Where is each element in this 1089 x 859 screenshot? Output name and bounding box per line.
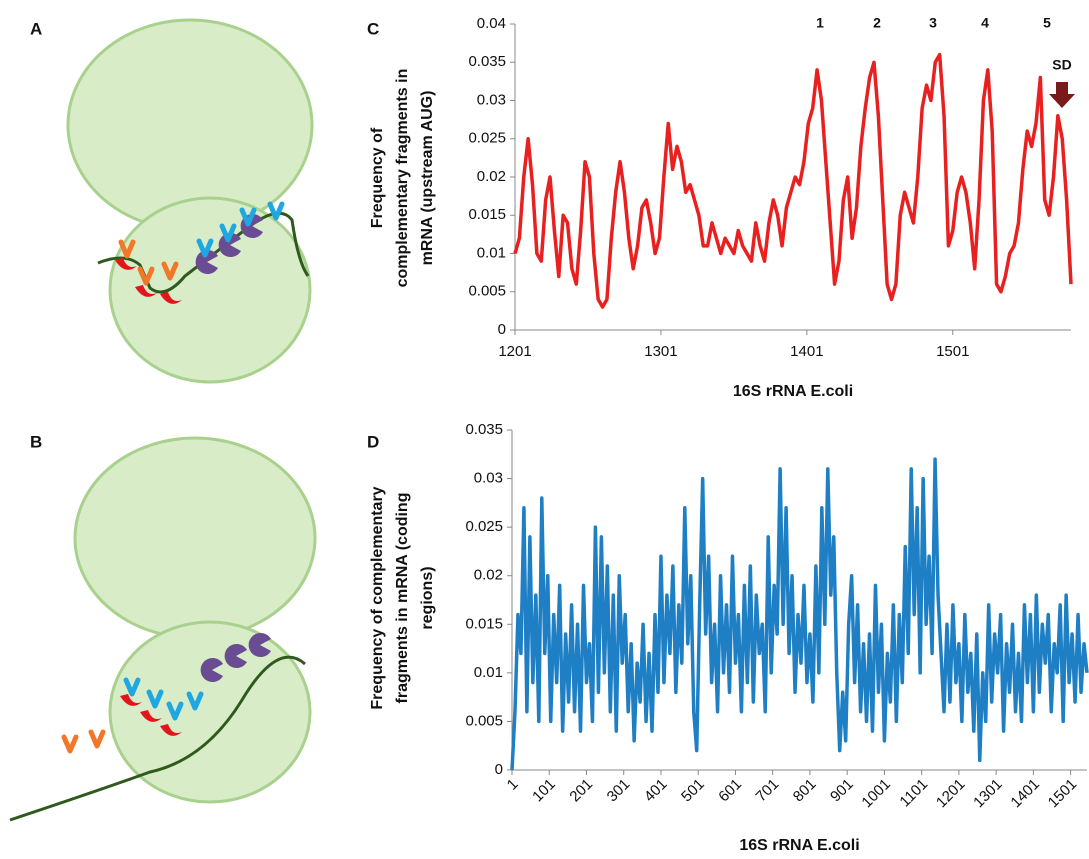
y-tick-label: 0.015 [465,615,503,632]
x-tick-label: 701 [753,776,783,806]
peak-annotation: 5 [1043,15,1051,31]
panel-label: B [30,432,42,451]
y-tick-label: 0.01 [477,244,506,261]
x-tick-label: 601 [715,776,745,806]
data-line [513,52,1073,309]
y-axis-title: complementary fragments in [394,69,411,288]
x-tick-label: 301 [604,776,634,806]
x-tick-label: 1 [504,776,522,794]
x-tick-label: 1001 [858,776,894,812]
y-tick-label: 0.03 [474,470,503,487]
peak-annotation: 3 [929,15,937,31]
x-tick-label: 1401 [790,343,823,360]
panel-label: A [30,19,42,38]
y-tick-label: 0 [495,761,503,778]
x-tick-label: 401 [641,776,671,806]
x-tick-label: 101 [529,776,559,806]
y-axis-title: Frequency of complementary [369,486,386,709]
peak-annotation: 1 [816,15,824,31]
y-tick-label: 0.035 [468,53,506,70]
x-tick-label: 801 [790,776,820,806]
panel-label: C [367,19,379,38]
x-tick-label: 1501 [1045,776,1081,812]
x-tick-label: 201 [566,776,596,806]
x-tick-label: 1501 [936,343,969,360]
y-tick-label: 0 [498,321,506,338]
x-tick-label: 1401 [1007,776,1043,812]
x-axis-title: 16S rRNA E.coli [739,837,859,854]
y-tick-label: 0.005 [468,283,506,300]
y-tick-label: 0.04 [477,15,506,32]
x-tick-label: 501 [678,776,708,806]
y-axis-title: regions) [419,566,436,629]
peak-annotation: 2 [873,15,881,31]
x-tick-label: 1101 [896,776,931,811]
y-tick-label: 0.015 [468,206,506,223]
data-line [510,457,1089,771]
diagram-b: B [9,432,317,822]
x-tick-label: 901 [827,776,857,806]
x-tick-label: 1301 [970,776,1006,812]
y-tick-label: 0.035 [465,421,503,438]
y-tick-label: 0.02 [477,168,506,185]
y-tick-label: 0.02 [474,567,503,584]
x-tick-label: 1201 [498,343,531,360]
x-tick-label: 1201 [933,776,969,812]
x-tick-label: 1301 [644,343,677,360]
panel-label: D [367,432,379,451]
y-tick-label: 0.01 [474,664,503,681]
y-axis-title: fragments in mRNA (coding [394,493,411,704]
y-tick-label: 0.025 [468,130,506,147]
peak-annotation: SD [1052,57,1071,73]
diagram-a: A [30,18,314,384]
y-axis-title: Frequency of [369,127,386,228]
y-tick-label: 0.03 [477,91,506,108]
y-axis-title: mRNA (upstream AUG) [419,91,436,266]
sd-arrow [1049,82,1075,108]
x-axis-title: 16S rRNA E.coli [733,383,853,400]
y-tick-label: 0.025 [465,518,503,535]
y-tick-label: 0.005 [465,712,503,729]
peak-annotation: 4 [981,15,989,31]
